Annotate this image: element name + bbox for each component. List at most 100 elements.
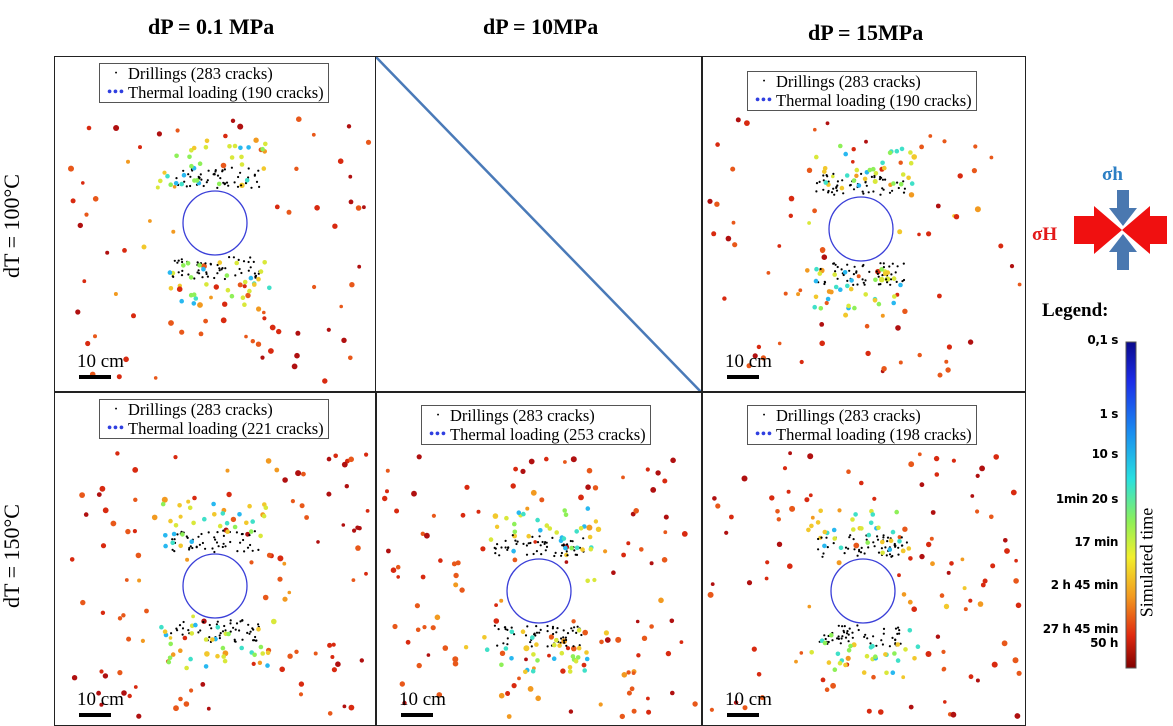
legend-drillings: Drillings (283 cracks) bbox=[128, 64, 273, 83]
drilling-crack-dot bbox=[898, 629, 901, 632]
panel-legend: · Drillings (283 cracks) ••• Thermal loadi… bbox=[99, 399, 329, 439]
colorbar-tick-5: 2 h 45 min bbox=[1050, 578, 1119, 592]
drilling-crack-dot bbox=[853, 548, 856, 551]
thermal-crack-dot bbox=[962, 586, 967, 591]
drilling-crack-dot bbox=[187, 273, 190, 276]
thermal-crack-dot bbox=[832, 272, 837, 277]
thermal-crack-dot bbox=[220, 162, 227, 169]
thermal-crack-dot bbox=[836, 560, 842, 566]
thermal-crack-dot bbox=[416, 454, 422, 460]
legend-drillings: Drillings (283 cracks) bbox=[450, 406, 595, 425]
thermal-crack-dot bbox=[424, 532, 430, 539]
row-title-dt-100: dT = 100°C bbox=[0, 174, 24, 278]
thermal-crack-dot bbox=[807, 453, 814, 460]
thermal-crack-dot bbox=[177, 503, 182, 508]
thermal-crack-dot bbox=[979, 465, 985, 472]
thermal-crack-dot bbox=[171, 531, 177, 537]
thermal-crack-dot bbox=[100, 543, 107, 549]
thermal-crack-dot bbox=[912, 656, 917, 661]
drilling-crack-dot bbox=[840, 268, 843, 271]
drilling-crack-dot bbox=[527, 542, 530, 545]
drilling-crack-dot bbox=[571, 540, 574, 543]
thermal-crack-dot bbox=[203, 664, 209, 669]
thermal-crack-dot bbox=[635, 619, 640, 624]
thermal-crack-dot bbox=[245, 292, 251, 299]
thermal-crack-dot bbox=[416, 662, 422, 669]
thermal-crack-dot bbox=[499, 598, 504, 603]
drilling-crack-dot bbox=[897, 626, 900, 629]
drilling-crack-dot bbox=[238, 629, 241, 632]
thermal-crack-dot bbox=[182, 635, 188, 641]
drilling-crack-dot bbox=[237, 258, 240, 261]
drilling-crack-dot bbox=[249, 256, 252, 259]
thermal-crack-dot bbox=[113, 125, 120, 131]
drilling-crack-dot bbox=[205, 271, 208, 274]
drilling-crack-dot bbox=[229, 630, 232, 633]
drilling-crack-dot bbox=[535, 625, 538, 628]
colorbar-tick-3: 1min 20 s bbox=[1055, 492, 1119, 506]
thermal-crack-dot bbox=[890, 670, 896, 675]
thermal-crack-dot bbox=[83, 512, 89, 517]
drilling-crack-dot bbox=[529, 541, 532, 545]
thermal-crack-dot bbox=[187, 505, 193, 511]
thermal-crack-dot bbox=[504, 515, 509, 521]
thermal-crack-dot bbox=[225, 468, 230, 473]
thermal-crack-dot bbox=[809, 650, 814, 655]
legend-title: Legend: bbox=[1042, 300, 1109, 321]
thermal-crack-dot bbox=[707, 591, 714, 598]
drilling-crack-dot bbox=[873, 545, 876, 548]
thermal-crack-dot bbox=[453, 582, 459, 588]
thermal-crack-dot bbox=[269, 324, 276, 331]
thermal-crack-dot bbox=[256, 306, 262, 312]
drilling-crack-dot bbox=[823, 280, 826, 283]
drilling-crack-dot bbox=[872, 635, 875, 638]
thermal-crack-dot bbox=[908, 704, 914, 710]
thermal-crack-dot bbox=[159, 624, 164, 630]
thermal-crack-dot bbox=[221, 654, 226, 659]
drilling-crack-dot bbox=[249, 266, 252, 269]
thermal-crack-dot bbox=[171, 229, 176, 234]
thermal-crack-dot bbox=[580, 547, 585, 552]
panel-dt150-dp15: · Drillings (283 cracks) ••• Thermal loadi… bbox=[702, 392, 1026, 726]
colorbar-tick-4: 17 min bbox=[1074, 535, 1118, 549]
drilling-crack-dot bbox=[522, 542, 525, 545]
drilling-crack-dot bbox=[235, 622, 239, 625]
thermal-crack-dot bbox=[167, 655, 173, 661]
thermal-crack-dot bbox=[897, 535, 902, 540]
thermal-crack-dot bbox=[937, 372, 943, 378]
drilling-crack-dot bbox=[545, 541, 548, 544]
thermal-crack-dot bbox=[547, 653, 551, 658]
thermal-crack-dot bbox=[459, 587, 465, 593]
panel-legend: · Drillings (283 cracks) ••• Thermal loadi… bbox=[747, 405, 977, 445]
drilling-crack-dot bbox=[257, 169, 260, 172]
thermal-crack-dot bbox=[1017, 282, 1022, 287]
thermal-crack-dot bbox=[712, 496, 717, 501]
drilling-crack-dot bbox=[856, 283, 859, 286]
drilling-crack-dot bbox=[835, 186, 838, 189]
drilling-crack-dot bbox=[197, 631, 200, 634]
thermal-crack-dot bbox=[865, 350, 871, 357]
thermal-crack-dot bbox=[626, 670, 631, 675]
thermal-crack-dot bbox=[715, 503, 721, 509]
thermal-crack-dot bbox=[879, 267, 884, 272]
thermal-crack-dot bbox=[277, 576, 283, 582]
thermal-crack-dot bbox=[875, 268, 881, 275]
thermal-crack-dot bbox=[593, 519, 599, 524]
thermal-crack-dot bbox=[212, 512, 217, 517]
thermal-crack-dot bbox=[173, 181, 179, 186]
thermal-crack-dot bbox=[105, 250, 110, 255]
thermal-crack-dot bbox=[812, 304, 817, 310]
drilling-crack-dot bbox=[180, 258, 183, 261]
thermal-crack-dot bbox=[585, 506, 591, 511]
thermal-crack-dot bbox=[863, 292, 868, 297]
thermal-crack-dot bbox=[891, 181, 896, 186]
drilling-crack-dot bbox=[832, 262, 836, 265]
thermal-crack-dot bbox=[191, 301, 197, 306]
drilling-marker-icon: · bbox=[113, 401, 119, 418]
drilling-crack-dot bbox=[832, 542, 835, 545]
drilling-crack-dot bbox=[902, 262, 905, 265]
drilling-crack-dot bbox=[846, 279, 849, 282]
thermal-crack-dot bbox=[230, 516, 237, 523]
thermal-crack-dot bbox=[831, 174, 835, 179]
drilling-crack-dot bbox=[200, 178, 203, 181]
